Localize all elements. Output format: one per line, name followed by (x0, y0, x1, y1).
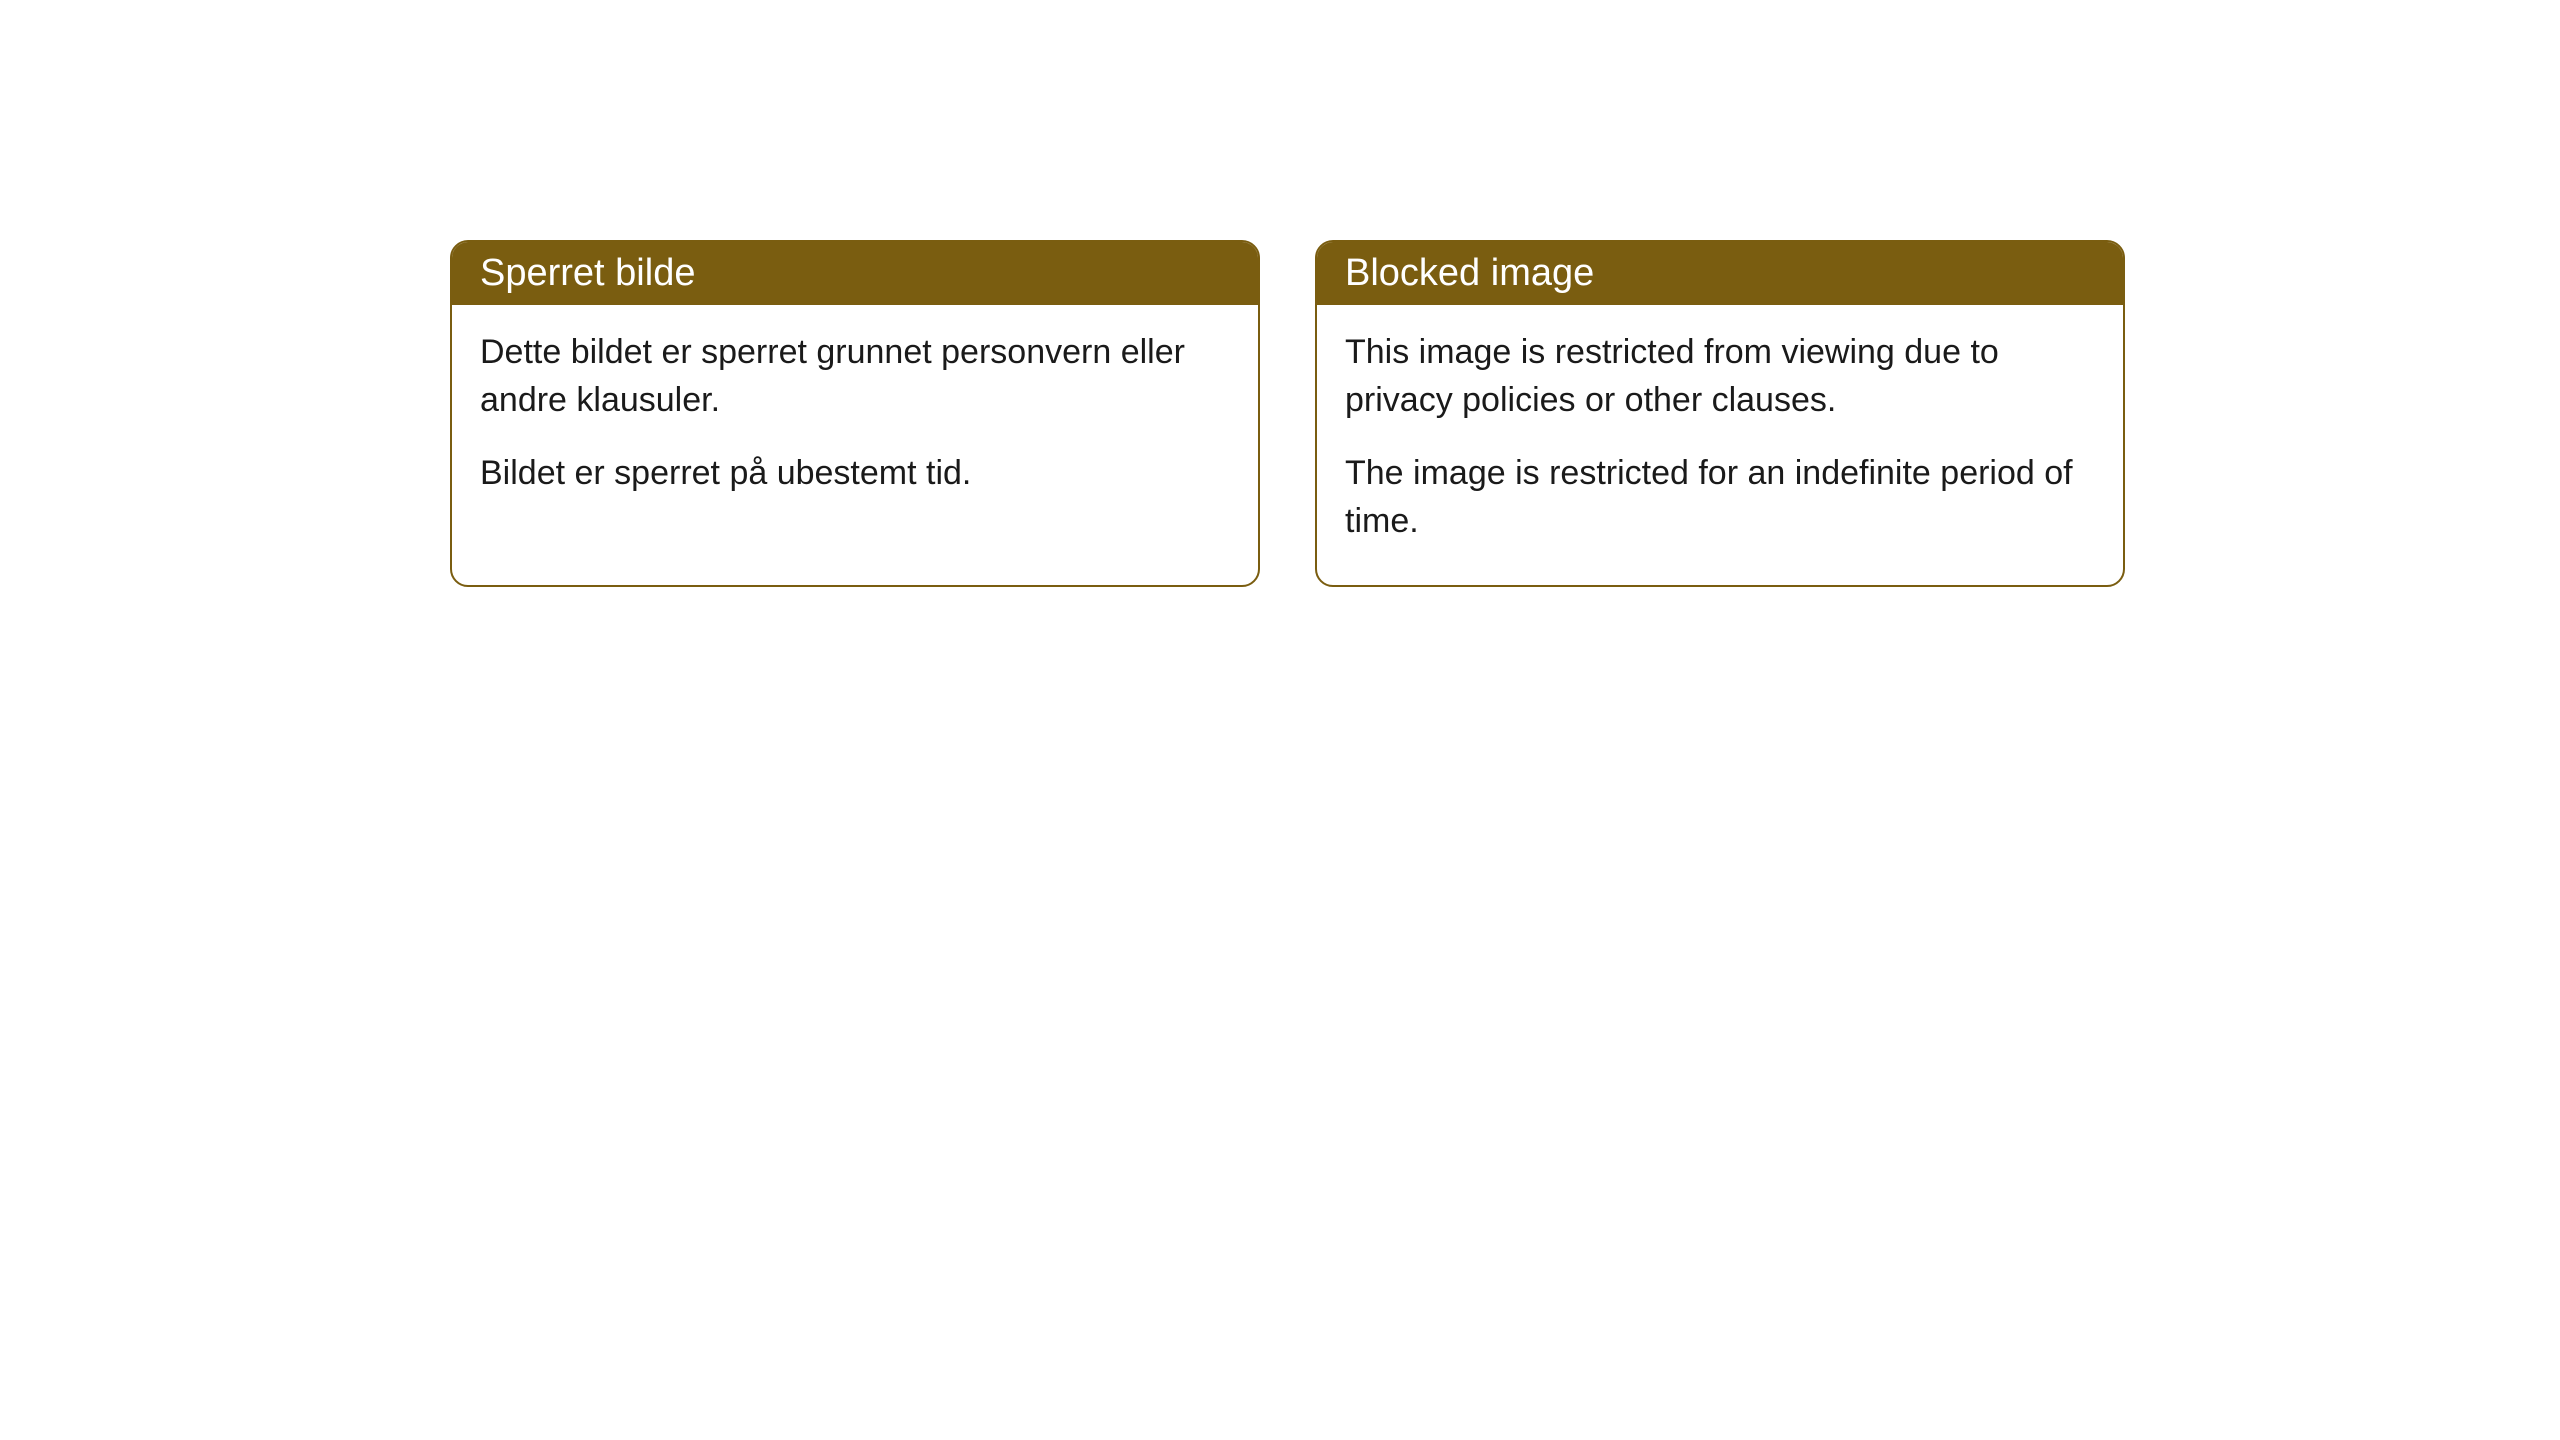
blocked-image-card-en: Blocked image This image is restricted f… (1315, 240, 2125, 587)
card-body-no: Dette bildet er sperret grunnet personve… (452, 305, 1258, 538)
card-paragraph1-no: Dette bildet er sperret grunnet personve… (480, 329, 1230, 424)
card-title-no: Sperret bilde (480, 252, 695, 294)
card-paragraph2-no: Bildet er sperret på ubestemt tid. (480, 450, 1230, 498)
card-paragraph2-en: The image is restricted for an indefinit… (1345, 450, 2095, 545)
card-title-en: Blocked image (1345, 252, 1594, 294)
cards-container: Sperret bilde Dette bildet er sperret gr… (450, 240, 2125, 587)
blocked-image-card-no: Sperret bilde Dette bildet er sperret gr… (450, 240, 1260, 587)
card-header-no: Sperret bilde (452, 242, 1258, 305)
card-body-en: This image is restricted from viewing du… (1317, 305, 2123, 585)
card-header-en: Blocked image (1317, 242, 2123, 305)
card-paragraph1-en: This image is restricted from viewing du… (1345, 329, 2095, 424)
